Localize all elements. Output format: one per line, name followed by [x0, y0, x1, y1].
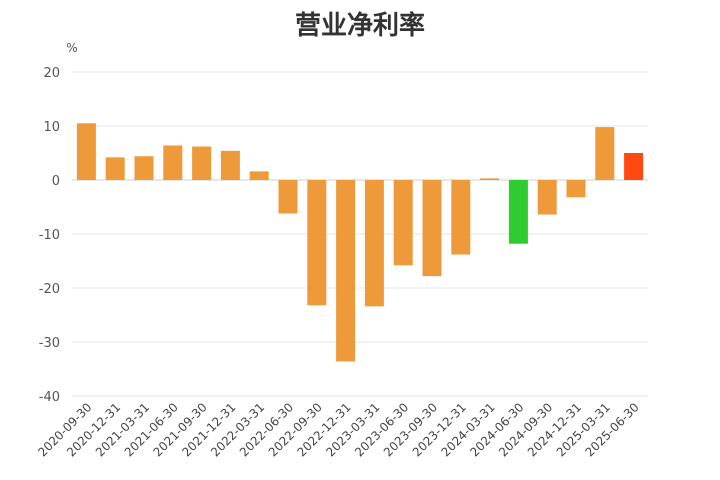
bar [278, 180, 298, 214]
bars [76, 123, 644, 362]
bar [624, 153, 644, 180]
bar [192, 146, 212, 180]
bar [422, 180, 442, 277]
y-tick-label: -30 [39, 336, 60, 351]
y-axis-ticks: 20 10 0 -10 -20 -30 -40 [39, 66, 60, 405]
bar [537, 180, 557, 215]
bar [105, 157, 125, 180]
bar [249, 171, 269, 180]
chart-title: 营业净利率 [295, 10, 425, 41]
bar [220, 150, 240, 180]
y-tick-label: -40 [39, 390, 60, 405]
bar [364, 180, 384, 307]
bar [393, 180, 413, 266]
bar [480, 178, 500, 180]
bar [134, 156, 154, 180]
y-tick-label: 10 [43, 120, 60, 135]
bar [76, 123, 96, 180]
grid-lines [72, 71, 648, 397]
y-tick-label: -20 [39, 282, 60, 297]
bar [163, 145, 183, 180]
bar [307, 180, 327, 306]
x-axis-ticks: 2020-09-302020-12-312021-03-312021-06-30… [35, 400, 641, 459]
y-tick-label: -10 [39, 228, 60, 243]
y-tick-label: 0 [52, 174, 60, 189]
bar [336, 180, 356, 362]
y-axis-unit: % [66, 41, 77, 55]
bar [595, 127, 615, 180]
bar [451, 180, 471, 255]
bar [508, 180, 528, 244]
y-tick-label: 20 [43, 66, 60, 81]
bar [566, 180, 586, 198]
